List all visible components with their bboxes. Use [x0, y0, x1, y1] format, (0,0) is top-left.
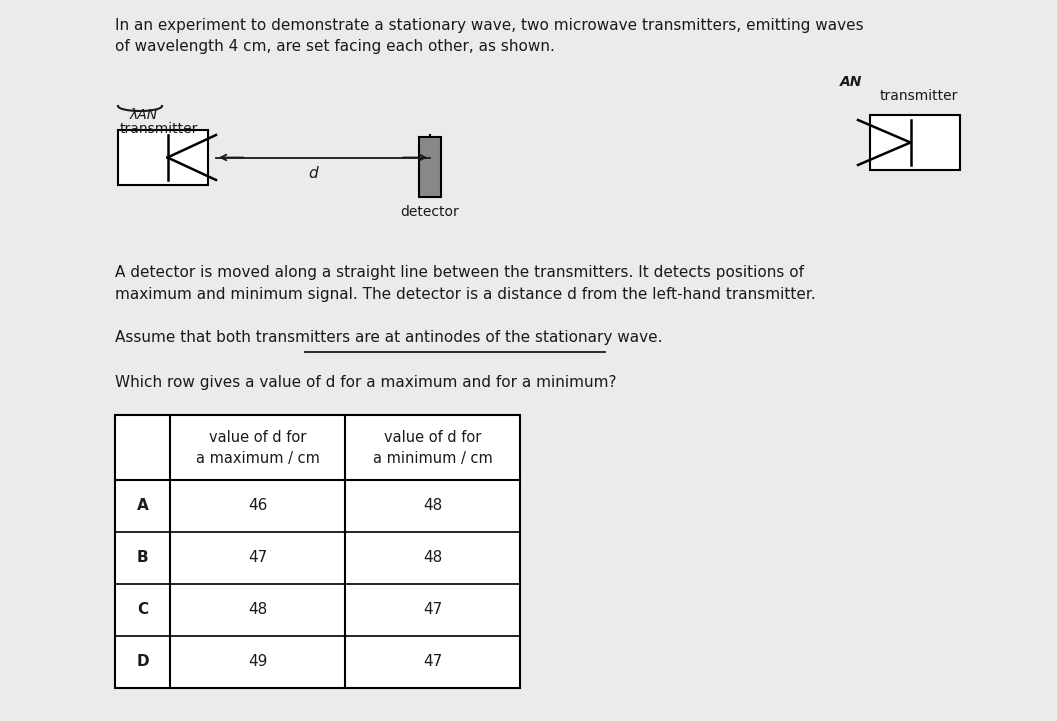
Text: transmitter: transmitter [120, 122, 199, 136]
Bar [419, 136, 441, 197]
Text: 47: 47 [423, 603, 442, 617]
Text: 49: 49 [247, 655, 267, 670]
Text: D: D [136, 655, 149, 670]
Text: 46: 46 [247, 498, 267, 513]
Text: 47: 47 [248, 551, 267, 565]
Text: Which row gives a value of d for a maximum and for a minimum?: Which row gives a value of d for a maxim… [115, 375, 616, 390]
Text: B: B [136, 551, 148, 565]
Text: d: d [309, 166, 318, 180]
Bar [870, 115, 960, 170]
Text: value of d for
a maximum / cm: value of d for a maximum / cm [196, 430, 319, 466]
Text: 47: 47 [423, 655, 442, 670]
Text: transmitter: transmitter [880, 89, 959, 103]
Text: Assume that both transmitters are at antinodes of the stationary wave.: Assume that both transmitters are at ant… [115, 330, 663, 345]
Text: value of d for
a minimum / cm: value of d for a minimum / cm [373, 430, 493, 466]
Text: 48: 48 [423, 498, 442, 513]
Text: 48: 48 [423, 551, 442, 565]
Text: A: A [136, 498, 148, 513]
Text: λAN: λAN [130, 108, 159, 122]
Text: AN: AN [840, 75, 863, 89]
Text: C: C [137, 603, 148, 617]
Text: maximum and minimum signal. The detector is a distance d from the left-hand tran: maximum and minimum signal. The detector… [115, 287, 816, 302]
Text: A detector is moved along a straight line between the transmitters. It detects p: A detector is moved along a straight lin… [115, 265, 804, 280]
Bar [115, 415, 520, 688]
Text: In an experiment to demonstrate a stationary wave, two microwave transmitters, e: In an experiment to demonstrate a statio… [115, 18, 864, 54]
Text: detector: detector [401, 205, 460, 218]
Text: 48: 48 [248, 603, 267, 617]
Bar [118, 130, 208, 185]
